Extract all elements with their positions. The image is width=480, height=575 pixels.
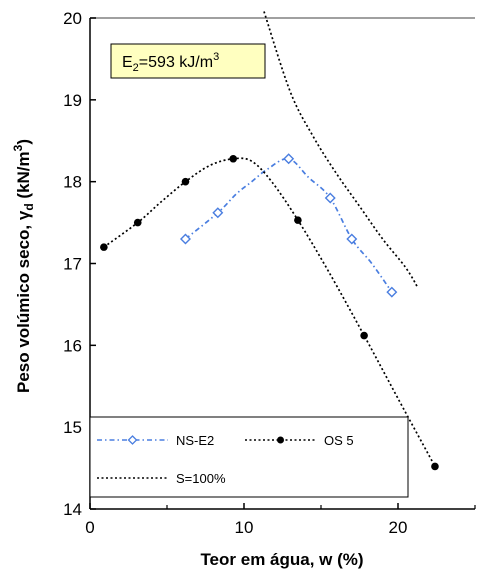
series-curves	[103, 11, 436, 467]
series-markers	[100, 153, 439, 471]
y-tick-label: 20	[63, 9, 82, 28]
y-tick-label: 14	[63, 500, 82, 519]
data-point-ns-e2	[179, 233, 191, 245]
data-point-os5	[100, 243, 108, 251]
data-point-ns-e2	[283, 153, 295, 165]
legend-label-s100: S=100%	[176, 471, 226, 486]
y-tick-label: 17	[63, 255, 82, 274]
data-point-os5	[431, 462, 439, 471]
annotation-text: E2=593 kJ/m3	[122, 51, 219, 74]
series-line-0	[184, 157, 393, 293]
data-point-ns-e2	[346, 233, 358, 245]
x-tick-label: 20	[389, 518, 408, 537]
data-point-os5	[294, 216, 302, 224]
legend-label-os5: OS 5	[324, 433, 354, 448]
legend: NS-E2 OS 5 S=100%	[89, 416, 409, 498]
x-ticks: 0 10 20	[85, 503, 476, 537]
legend-box	[89, 416, 409, 498]
legend-item-s100: S=100%	[97, 471, 226, 486]
legend-item-ns-e2: NS-E2	[97, 433, 214, 448]
y-ticks: 14 15 16 17 18 19 20	[63, 9, 96, 519]
y-tick-label: 16	[63, 336, 82, 355]
x-axis-title: Teor em água, w (%)	[200, 550, 363, 569]
y-axis-title: Peso volúmico seco, γd (kN/m3)	[11, 139, 36, 393]
y-tick-label: 18	[63, 173, 82, 192]
data-point-ns-e2	[212, 207, 224, 219]
data-point-os5	[360, 331, 368, 340]
annotation-box	[110, 43, 266, 79]
energy-annotation: E2=593 kJ/m3	[110, 43, 266, 79]
data-point-ns-e2	[324, 192, 336, 204]
data-point-os5	[133, 218, 142, 227]
data-point-ns-e2	[386, 286, 398, 298]
series-line-2	[263, 11, 419, 289]
data-point-os5	[229, 154, 238, 163]
series-line-1	[103, 157, 436, 467]
legend-item-os5: OS 5	[245, 433, 354, 448]
legend-label-ns-e2: NS-E2	[176, 433, 214, 448]
x-tick-label: 0	[85, 518, 94, 537]
data-point-os5	[181, 177, 190, 186]
y-tick-label: 19	[63, 91, 82, 110]
y-tick-label: 15	[63, 418, 82, 437]
x-tick-label: 10	[235, 518, 254, 537]
legend-marker-ns-e2	[127, 435, 138, 445]
legend-marker-os5	[277, 436, 284, 444]
